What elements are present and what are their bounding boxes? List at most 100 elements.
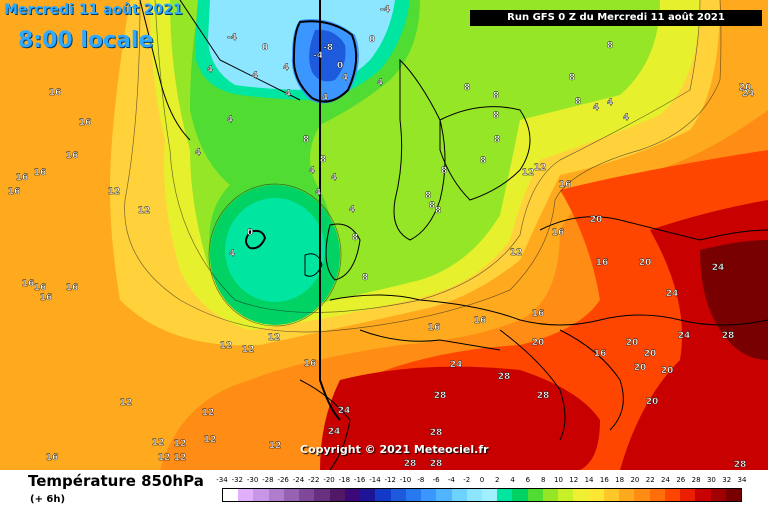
legend-swatch xyxy=(558,489,574,501)
contour-value-label: 28 xyxy=(430,428,443,438)
legend-tick-label: 22 xyxy=(645,476,655,484)
copyright-text: Copyright © 2021 Meteociel.fr xyxy=(300,443,489,456)
legend-tick-label: 16 xyxy=(599,476,609,484)
legend-swatch xyxy=(497,489,513,501)
legend-swatch xyxy=(527,489,543,501)
contour-value-label: 8 xyxy=(569,73,575,83)
contour-value-label: 16 xyxy=(559,180,572,190)
contour-value-label: 4 xyxy=(623,113,629,123)
contour-value-label: 16 xyxy=(596,258,609,268)
field-28-south xyxy=(320,366,600,470)
contour-value-label: 16 xyxy=(474,316,487,326)
contour-value-label: 8 xyxy=(429,201,435,211)
legend-swatch xyxy=(314,489,330,501)
contour-value-label: 0 xyxy=(262,43,268,53)
legend-tick-label: 26 xyxy=(676,476,686,484)
contour-value-label: 20 xyxy=(639,258,652,268)
contour-value-label: 16 xyxy=(34,283,47,293)
legend-tick-label: -26 xyxy=(277,476,289,484)
contour-value-label: 4 xyxy=(377,78,383,88)
contour-value-label: 16 xyxy=(79,118,92,128)
contour-value-label: 4 xyxy=(207,65,213,75)
contour-value-label: 8 xyxy=(607,41,613,51)
contour-value-label: 16 xyxy=(304,359,317,369)
legend-tick-label: 30 xyxy=(706,476,716,484)
contour-value-label: 20 xyxy=(590,215,603,225)
field-low-core xyxy=(225,198,325,302)
contour-value-label: 8 xyxy=(352,233,358,243)
field-32 xyxy=(700,240,768,360)
contour-value-label: 24 xyxy=(678,331,691,341)
contour-value-label: 28 xyxy=(434,391,447,401)
contour-value-label: 12 xyxy=(204,435,217,445)
legend-tick-label: -4 xyxy=(447,476,455,484)
legend-swatch xyxy=(283,489,300,501)
legend-swatch xyxy=(725,489,741,501)
legend-tick-label: 14 xyxy=(584,476,594,484)
legend-swatch xyxy=(390,489,406,501)
contours xyxy=(245,0,358,421)
contour-value-label: 28 xyxy=(430,459,443,469)
contour-value-label: 16 xyxy=(34,168,47,178)
contour-value-label: 16 xyxy=(46,453,59,463)
run-banner: Run GFS 0 Z du Mercredi 11 août 2021 xyxy=(470,10,762,26)
legend-tick-label: -8 xyxy=(417,476,425,484)
contour-value-label: 8 xyxy=(494,135,500,145)
forecast-date: Mercredi 11 août 2021 xyxy=(4,2,183,18)
contour-value-label: 28 xyxy=(722,331,735,341)
legend-swatch xyxy=(588,489,604,501)
contour-value-label: 8 xyxy=(435,206,441,216)
contour-value-label: 16 xyxy=(8,187,21,197)
legend-tick-label: -12 xyxy=(384,476,396,484)
legend-tick-label: 34 xyxy=(737,476,747,484)
contour-value-label: 4 xyxy=(195,148,201,158)
contour-value-label: -4 xyxy=(227,33,237,43)
legend-swatch xyxy=(299,489,315,501)
contour-value-label: 24 xyxy=(450,360,463,370)
contour-value-label: 4 xyxy=(229,249,235,259)
legend-tick-label: 10 xyxy=(554,476,563,484)
color-scale-bar xyxy=(222,488,742,502)
legend-swatch xyxy=(436,489,452,501)
contour-value-label: 4 xyxy=(309,166,315,176)
legend-tick-label: 8 xyxy=(540,476,546,484)
contour-value-label: 8 xyxy=(493,91,499,101)
contour-value-label: 16 xyxy=(532,309,545,319)
legend-tick-label: -28 xyxy=(262,476,274,484)
contour-value-label: -8 xyxy=(323,43,333,53)
contour-value-label: 20 xyxy=(532,338,545,348)
contour-value-label: 12 xyxy=(534,163,547,173)
contour-value-label: 16 xyxy=(40,293,53,303)
legend-swatch xyxy=(360,489,376,501)
contour-value-label: 16 xyxy=(49,88,62,98)
contour-value-label: 20 xyxy=(626,338,639,348)
legend-tick-labels: -34 -32 -30 -28 -26 -24 -22 -20 -18 -16 -14 -12 -10-… xyxy=(216,476,746,486)
contour-value-label: 16 xyxy=(428,323,441,333)
legend-tick-label: -24 xyxy=(292,476,305,484)
legend-swatch xyxy=(451,489,467,501)
contour-value-label: 20 xyxy=(661,366,674,376)
contour-value-label: 8 xyxy=(303,135,309,145)
thin-contours xyxy=(124,0,722,333)
legend-tick-label: 6 xyxy=(525,476,531,484)
contour-value-label: 8 xyxy=(480,156,486,166)
legend-tick-label: 32 xyxy=(722,476,732,484)
legend-swatch xyxy=(542,489,559,501)
contour-value-label: 12 xyxy=(152,438,165,448)
legend-swatch xyxy=(421,489,437,501)
legend-swatch xyxy=(603,489,620,501)
contour-value-label: 4 xyxy=(331,173,337,183)
contour-value-label: 24 xyxy=(712,263,725,273)
contour-value-label: 24 xyxy=(666,289,679,299)
legend-swatch xyxy=(695,489,711,501)
contour-value-label: 16 xyxy=(66,283,79,293)
contour-value-label: 4 xyxy=(227,115,233,125)
contour-value-label: 0 xyxy=(247,228,253,238)
contour-value-label: 8 xyxy=(493,111,499,121)
contour-value-label: 28 xyxy=(404,459,417,469)
contour-value-label: 24 xyxy=(742,89,755,99)
legend-tick-label: -34 xyxy=(216,476,228,484)
forecast-time: 8:00 locale xyxy=(18,28,154,53)
contour-value-label: 12 xyxy=(269,441,282,451)
